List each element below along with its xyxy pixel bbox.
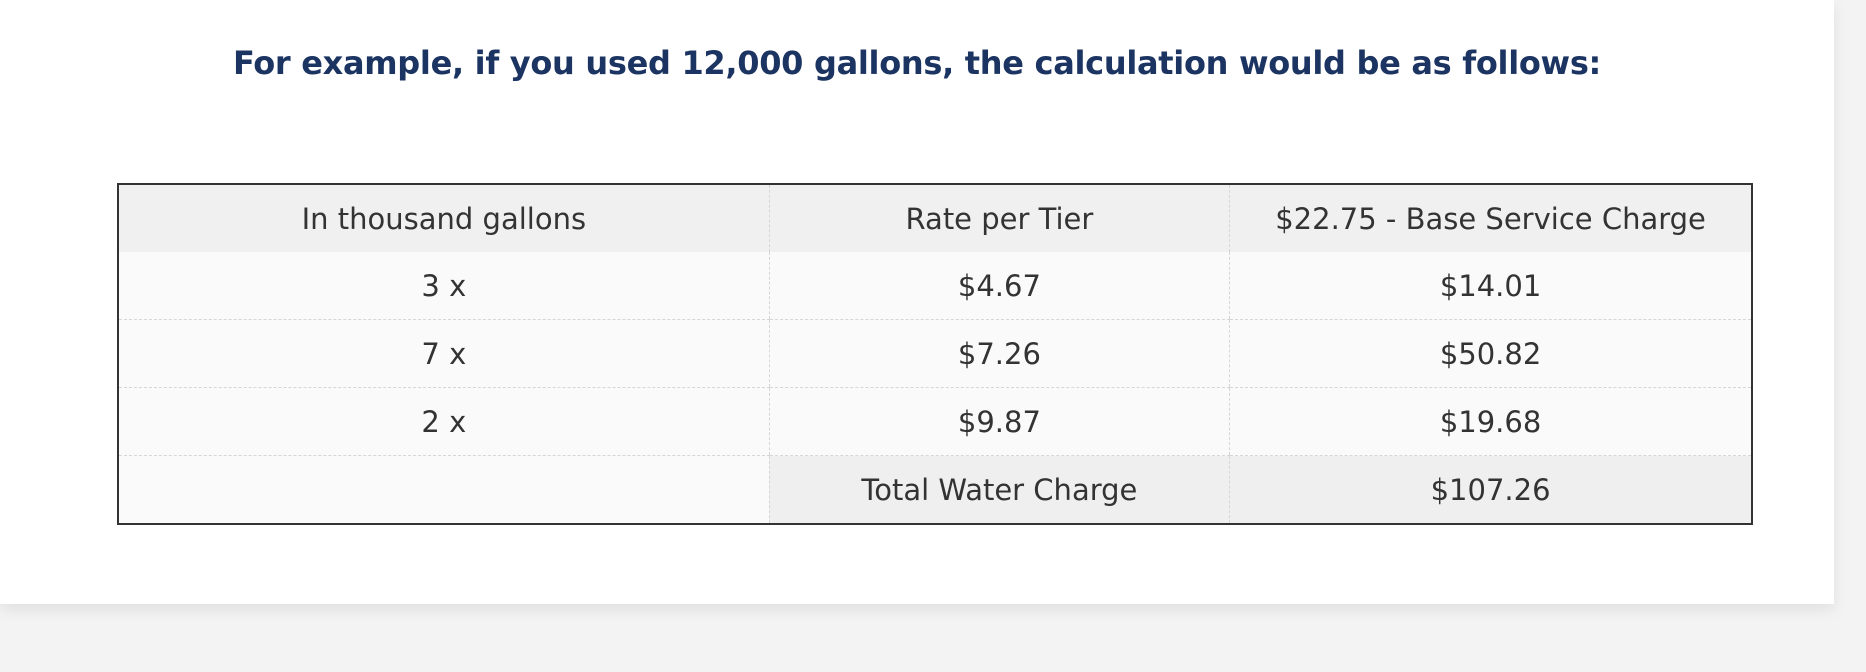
table-header-row: In thousand gallons Rate per Tier $22.75… (118, 184, 1752, 252)
total-value: $107.26 (1229, 455, 1752, 524)
cell-gallons: 7 x (118, 319, 770, 388)
cell-rate: $9.87 (768, 387, 1230, 456)
cell-rate: $4.67 (768, 252, 1230, 320)
cell-empty (118, 455, 770, 524)
cell-charge: $19.68 (1229, 387, 1752, 456)
total-row: Total Water Charge $107.26 (118, 455, 1752, 524)
cell-charge: $14.01 (1229, 252, 1752, 320)
header-thousand-gallons: In thousand gallons (118, 184, 770, 252)
header-base-service-charge: $22.75 - Base Service Charge (1229, 184, 1752, 252)
water-charge-table: In thousand gallons Rate per Tier $22.75… (117, 183, 1753, 525)
table-row: 7 x $7.26 $50.82 (118, 319, 1752, 388)
header-rate-per-tier: Rate per Tier (768, 184, 1230, 252)
content-card: For example, if you used 12,000 gallons,… (0, 0, 1834, 604)
cell-gallons: 3 x (118, 252, 770, 320)
total-label: Total Water Charge (768, 455, 1230, 524)
table-row: 3 x $4.67 $14.01 (118, 252, 1752, 320)
example-heading: For example, if you used 12,000 gallons,… (232, 44, 1602, 82)
cell-rate: $7.26 (768, 319, 1230, 388)
cell-charge: $50.82 (1229, 319, 1752, 388)
table-row: 2 x $9.87 $19.68 (118, 387, 1752, 456)
cell-gallons: 2 x (118, 387, 770, 456)
